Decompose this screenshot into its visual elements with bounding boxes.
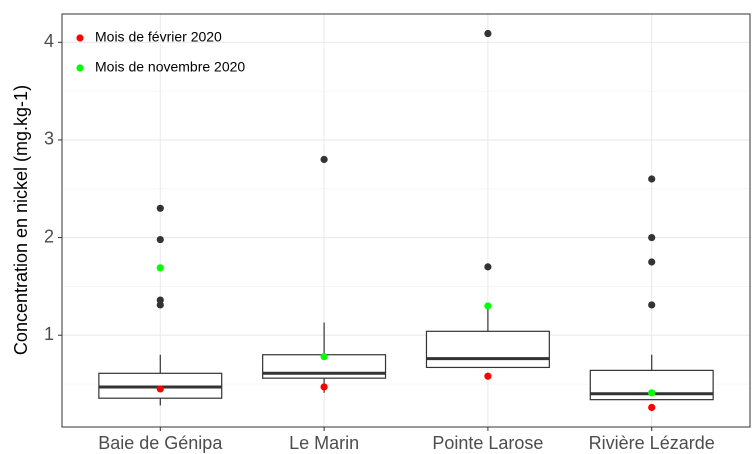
y-tick-label: 2: [44, 226, 54, 246]
point: [320, 383, 328, 391]
point: [648, 389, 656, 397]
outlier: [648, 258, 656, 266]
point: [648, 403, 656, 412]
legend-key: [76, 34, 84, 42]
y-tick-label: 1: [44, 324, 54, 344]
outlier: [156, 204, 164, 212]
outlier: [484, 29, 492, 38]
box: [425, 330, 550, 369]
outlier: [648, 175, 656, 183]
panel-border: [61, 13, 751, 428]
point: [320, 353, 328, 361]
point: [156, 385, 164, 393]
outlier: [156, 235, 164, 244]
outlier: [648, 233, 656, 242]
outlier: [648, 301, 656, 309]
point: [484, 302, 492, 310]
outlier: [484, 263, 492, 271]
legend-key: [76, 64, 84, 72]
legend-label: Mois de février 2020: [95, 29, 222, 45]
y-axis-label: Concentration en nickel (mg.kg-1): [11, 85, 31, 355]
panel: [62, 14, 750, 427]
y-tick-label: 3: [44, 129, 54, 149]
legend-label: Mois de novembre 2020: [95, 59, 245, 75]
point: [156, 264, 164, 272]
point: [484, 372, 492, 380]
x-tick-label: Le Marin: [289, 433, 359, 453]
outlier: [320, 155, 328, 164]
x-tick-label: Baie de Génipa: [98, 433, 223, 453]
x-tick-label: Rivière Lézarde: [589, 433, 715, 453]
x-tick-label: Pointe Larose: [432, 433, 543, 453]
outlier: [156, 301, 164, 309]
y-tick-label: 4: [44, 31, 54, 51]
